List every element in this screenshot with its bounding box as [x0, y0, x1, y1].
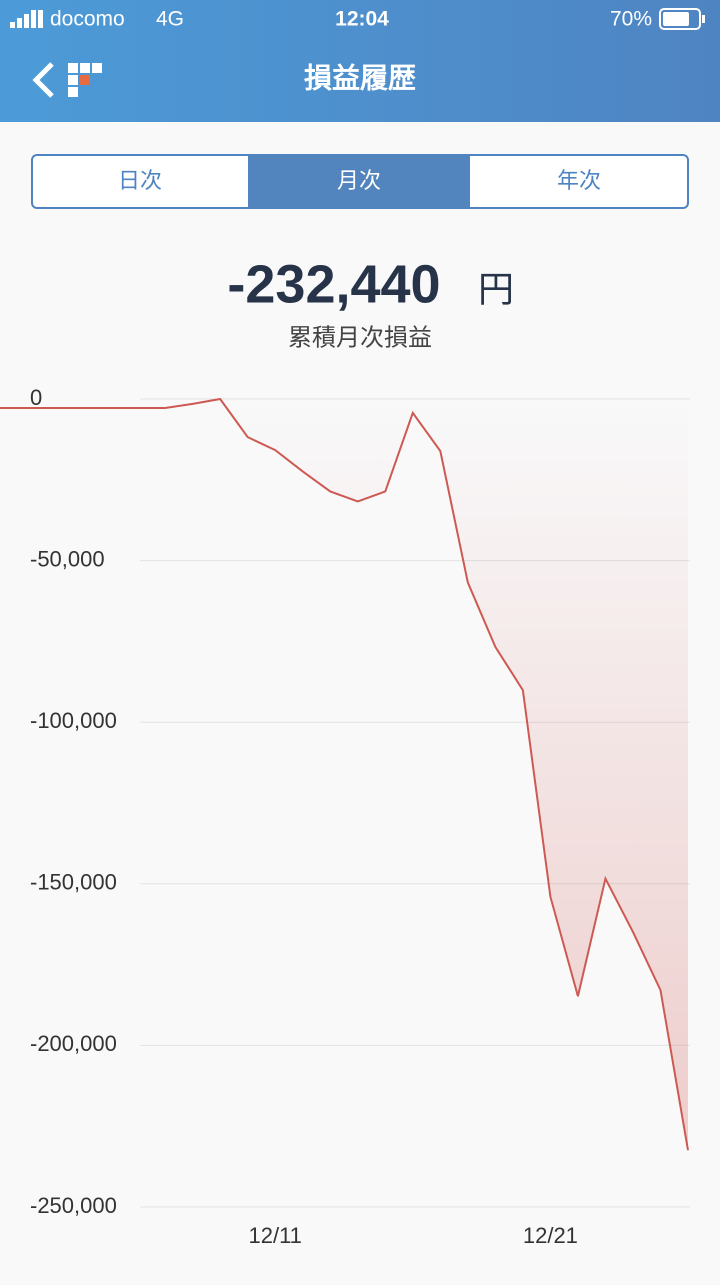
x-tick-label: 12/21 — [523, 1223, 578, 1248]
time: 12:04 — [335, 8, 389, 31]
tab[interactable]: 月次 — [337, 168, 381, 193]
carrier: docomo — [50, 8, 125, 31]
area — [0, 399, 688, 1151]
y-tick-label: -50,000 — [30, 546, 105, 571]
signal-icon — [10, 10, 43, 28]
y-tick-label: -200,000 — [30, 1031, 117, 1056]
y-tick-label: -150,000 — [30, 870, 117, 895]
tab[interactable]: 年次 — [557, 168, 601, 193]
total-value: -232,440 — [227, 254, 440, 314]
total-unit: 円 — [478, 269, 514, 310]
line — [0, 397, 689, 1151]
y-tick-label: -250,000 — [30, 1193, 117, 1218]
battery-text: 70% — [610, 8, 652, 31]
header-title: 損益履歴 — [304, 62, 416, 93]
battery-icon — [659, 8, 705, 30]
y-tick-label: -100,000 — [30, 708, 117, 733]
total-label: 累積月次損益 — [288, 324, 432, 351]
network: 4G — [156, 8, 184, 31]
tab[interactable]: 日次 — [118, 168, 162, 193]
tab-active-bg — [248, 155, 470, 208]
x-tick-label: 12/11 — [248, 1223, 301, 1248]
back-button[interactable] — [32, 62, 54, 98]
logo — [68, 63, 102, 97]
header-bar — [0, 0, 720, 122]
